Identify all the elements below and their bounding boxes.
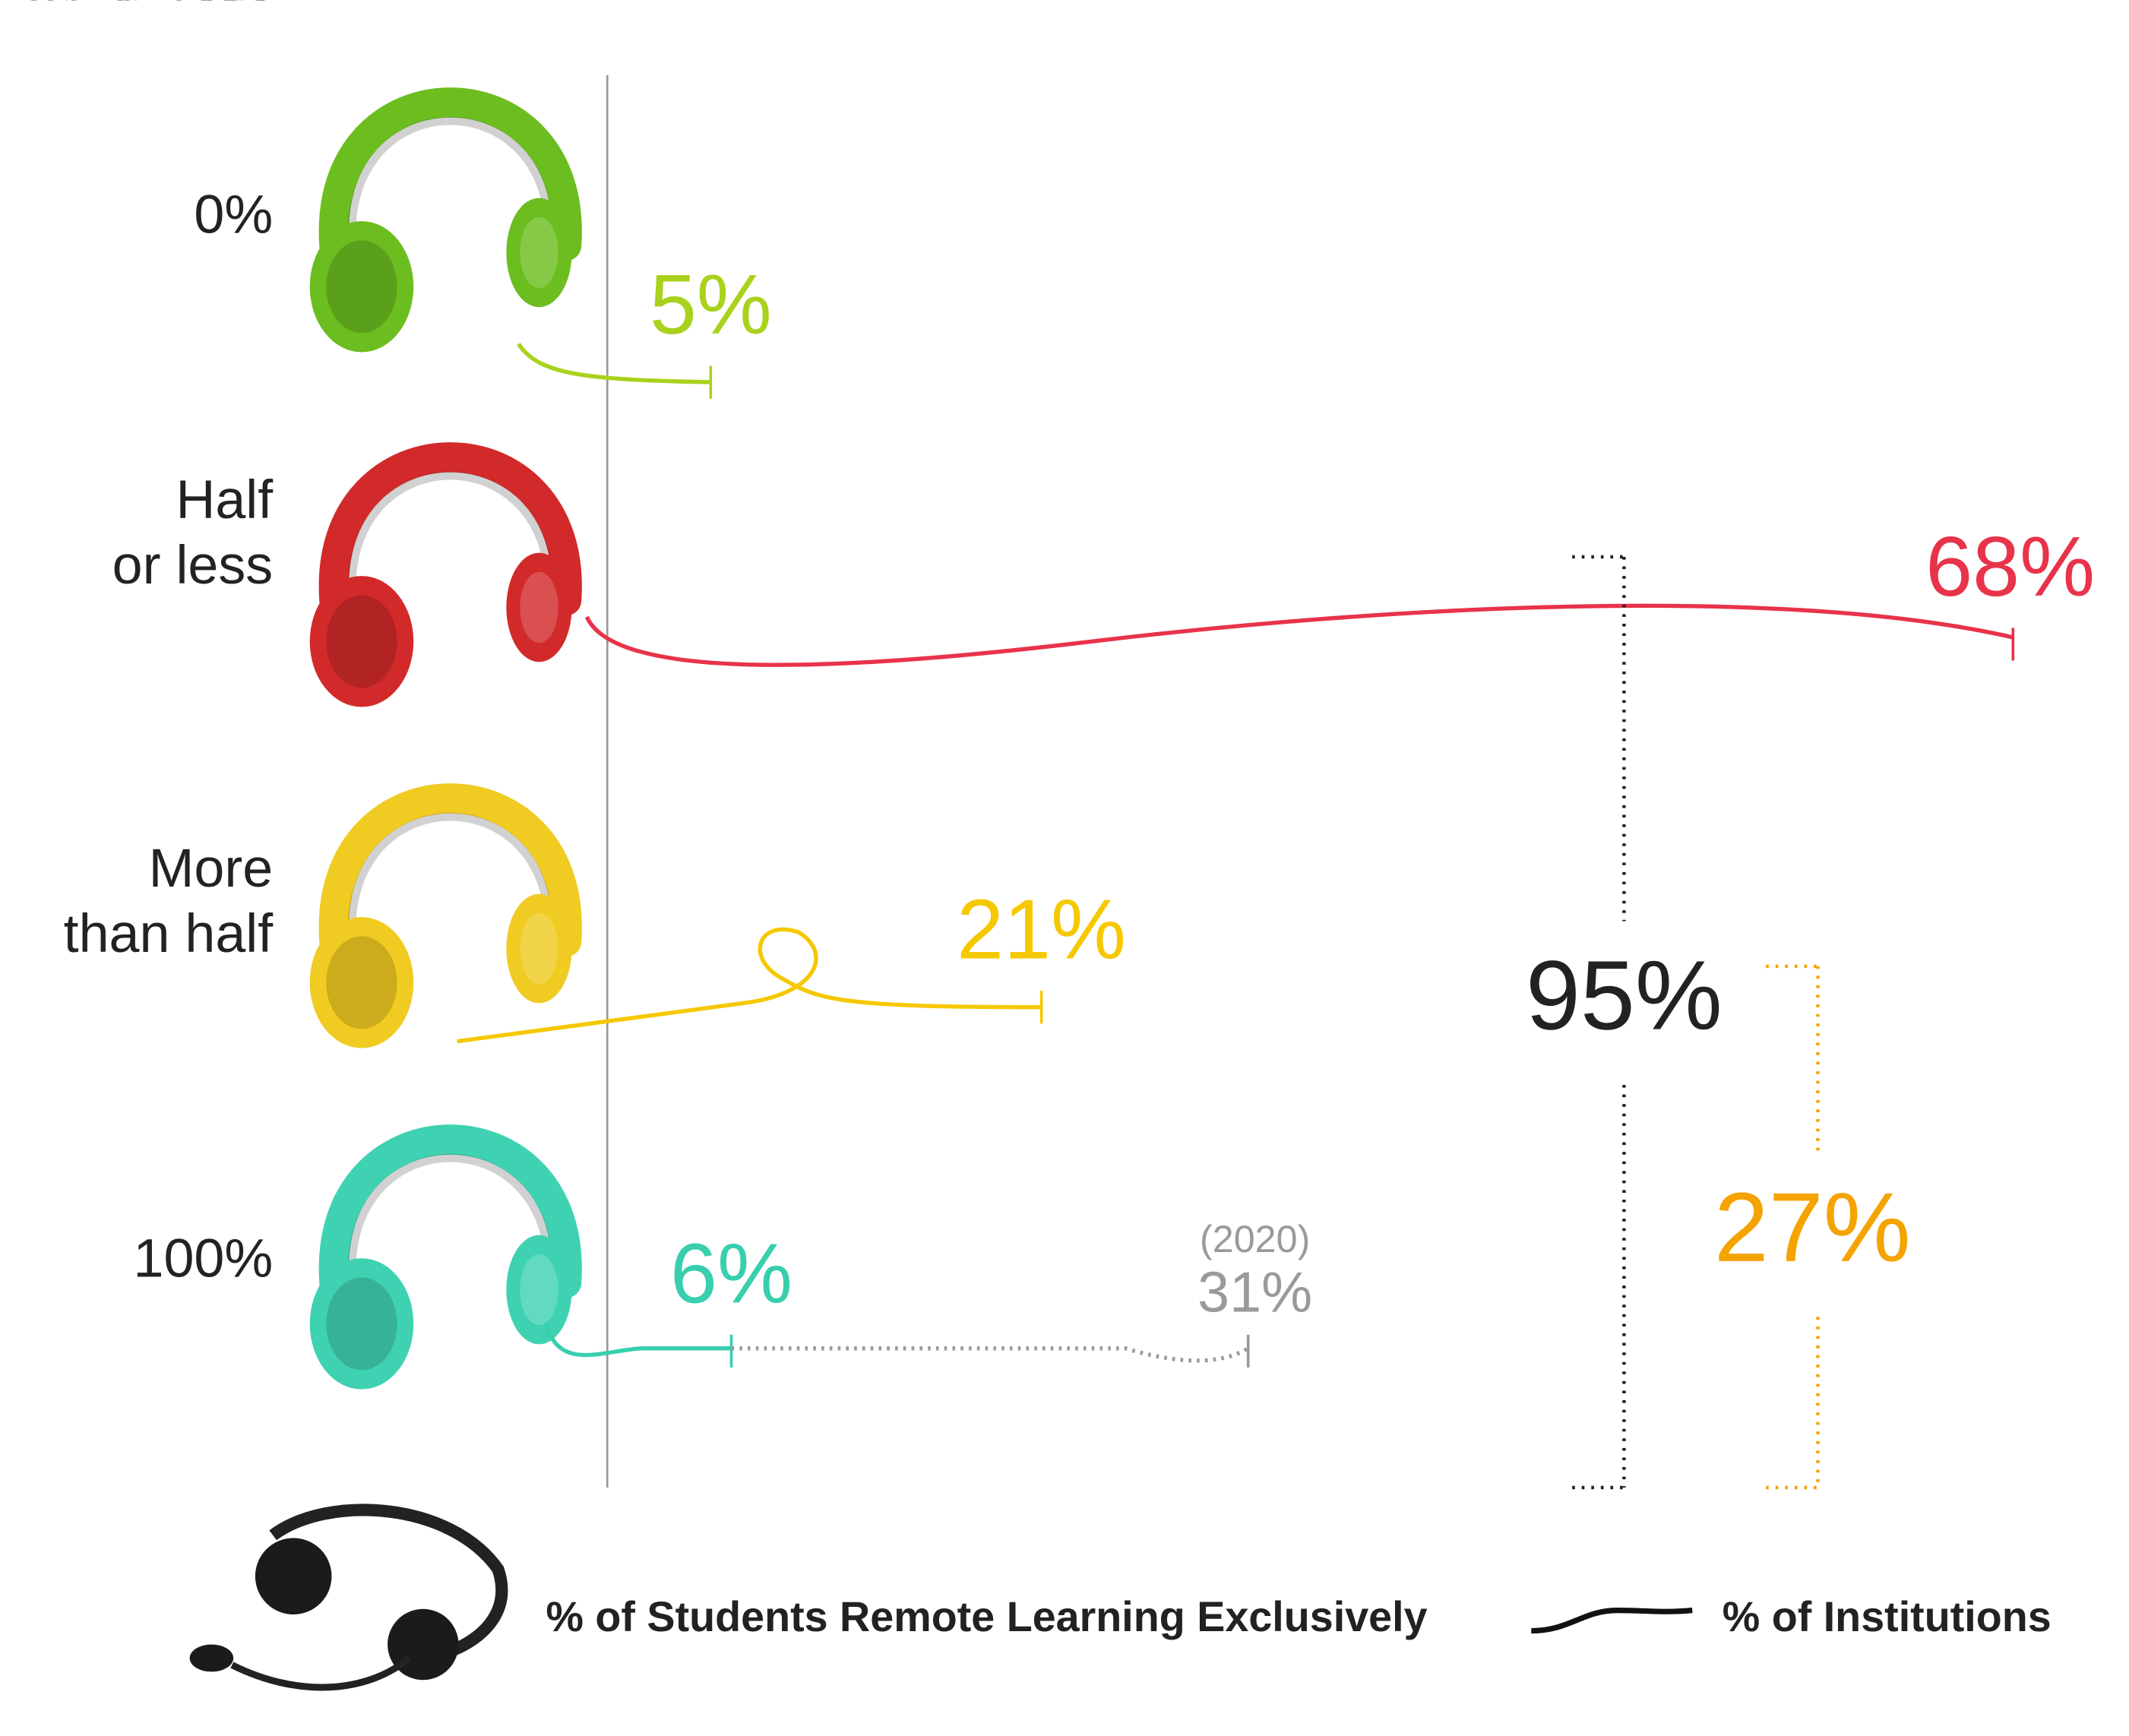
legend-swatch xyxy=(1531,1608,1693,1634)
headband xyxy=(318,87,582,261)
ear-cup xyxy=(309,917,414,1048)
cable-bar xyxy=(584,603,2014,667)
category-label: Half or lessHalfor less xyxy=(0,0,274,596)
headband-inner xyxy=(347,1154,553,1283)
comparison-value-label: 31% xyxy=(1197,1260,1312,1323)
cable-bar xyxy=(517,343,711,384)
ear-cup-pad xyxy=(520,912,558,985)
ear-cup-pad xyxy=(326,595,397,688)
headset-mic xyxy=(230,1655,412,1691)
ear-cup xyxy=(506,552,572,662)
headset-image xyxy=(189,1504,508,1691)
headset-cup xyxy=(255,1538,332,1614)
headphone-image xyxy=(309,1124,582,1390)
headband-inner xyxy=(347,116,553,246)
ear-cup xyxy=(309,576,414,707)
ear-cup-pad xyxy=(326,1277,397,1371)
value-label: 6% xyxy=(670,1225,792,1320)
headphone-image xyxy=(309,442,582,707)
ear-cup xyxy=(506,1235,572,1345)
ear-cup xyxy=(309,1258,414,1390)
value-label: 5% xyxy=(650,257,772,352)
comparison-year: (2020) xyxy=(1200,1217,1310,1260)
ear-cup-pad xyxy=(326,240,397,334)
ear-cup xyxy=(506,198,572,308)
bracket-label: 27% xyxy=(1714,1173,1911,1282)
value-label: 68% xyxy=(1925,519,2095,614)
ear-cup-pad xyxy=(520,571,558,643)
legend-label: % of Institutions xyxy=(1722,1593,2051,1640)
headband xyxy=(318,1124,582,1298)
comparison-cable xyxy=(731,1346,1250,1363)
headset-mic-tip xyxy=(189,1644,234,1672)
headset-band xyxy=(269,1504,508,1657)
cable-bar xyxy=(543,1323,732,1358)
value-label: 21% xyxy=(957,882,1126,977)
headband xyxy=(318,442,582,616)
ear-cup xyxy=(309,221,414,353)
ear-cup-pad xyxy=(520,1254,558,1326)
ear-cup xyxy=(506,893,572,1004)
category-axis-label: % of Students Remote Learning Exclusivel… xyxy=(546,1593,1427,1640)
headband xyxy=(318,783,582,957)
headphone-image xyxy=(309,87,582,353)
ear-cup-pad xyxy=(520,217,558,289)
headphone-image xyxy=(309,783,582,1048)
cable-bar xyxy=(457,927,1042,1044)
category-label: 0%0% xyxy=(194,0,273,245)
ear-cup-pad xyxy=(326,936,397,1029)
headband-inner xyxy=(347,812,553,942)
bracket-label: 95% xyxy=(1526,941,1722,1050)
headband-inner xyxy=(347,471,553,601)
